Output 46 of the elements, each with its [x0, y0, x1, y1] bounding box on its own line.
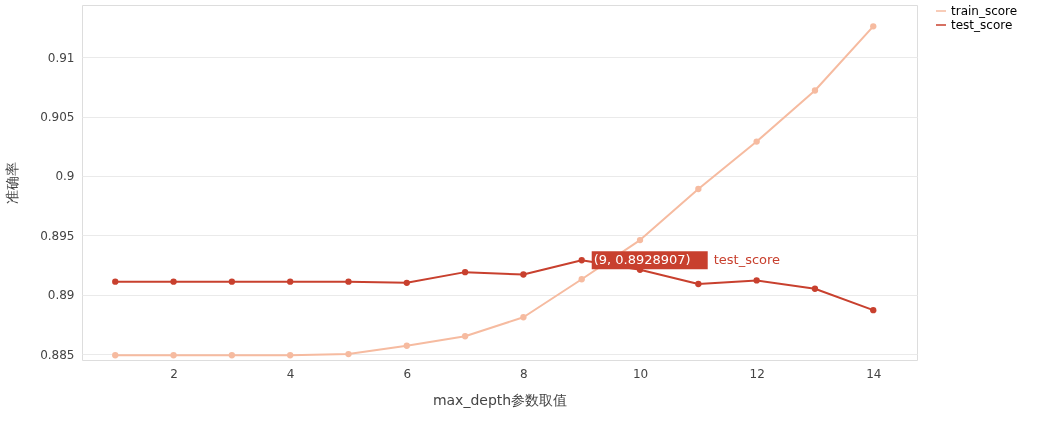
y-axis-title: 准确率: [4, 162, 21, 204]
point: [228, 352, 236, 359]
point: [403, 342, 410, 349]
x-tick-label: 12: [749, 366, 765, 381]
point: [753, 277, 760, 284]
point: [695, 280, 702, 288]
point: [112, 352, 119, 359]
point: [695, 185, 702, 193]
y-tick-label: 0.905: [40, 110, 75, 125]
x-tick-label: 10: [632, 366, 649, 381]
point: [228, 278, 236, 285]
point: [578, 257, 585, 264]
point: [403, 279, 410, 286]
x-tick-label: 8: [520, 366, 528, 381]
point: [112, 278, 119, 285]
y-tick-label: 0.885: [40, 347, 75, 362]
point: [578, 276, 585, 283]
point: [811, 285, 819, 292]
legend-label: test_score: [951, 18, 1013, 32]
point: [636, 236, 644, 244]
point: [345, 278, 352, 285]
x-tick-label: 6: [403, 366, 412, 381]
point: [287, 352, 294, 359]
point: [753, 138, 760, 145]
point: [870, 306, 877, 314]
y-tick-label: 0.895: [40, 228, 75, 243]
point: [811, 87, 819, 94]
point: [461, 268, 469, 276]
annotation: (9, 0.8928907): [593, 252, 691, 268]
point: [345, 350, 352, 358]
x-axis-title: max_depth参数取值: [432, 391, 568, 408]
point: [461, 333, 469, 340]
point: [170, 278, 177, 285]
x-tick-label: 2: [170, 366, 178, 381]
point: [170, 352, 177, 359]
x-tick-label: 14: [866, 366, 882, 381]
y-tick-label: 0.91: [47, 50, 75, 65]
point: [520, 271, 527, 278]
x-tick-label: 4: [286, 366, 295, 381]
point: [520, 314, 527, 321]
legend-label: train_score: [951, 4, 1018, 18]
point: [287, 278, 294, 285]
annotation: test_score: [713, 252, 781, 268]
y-tick-label: 0.9: [55, 169, 75, 184]
point: [870, 23, 877, 30]
y-tick-label: 0.89: [47, 288, 75, 303]
